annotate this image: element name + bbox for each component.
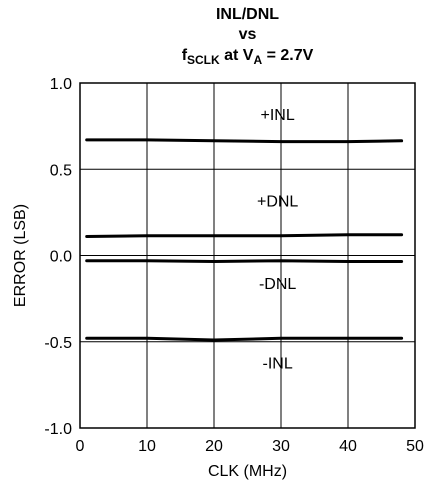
y-tick-label: 0.5: [50, 162, 72, 179]
series-line: [85, 233, 404, 238]
x-tick-label: 40: [339, 438, 357, 455]
x-tick-label: 0: [76, 438, 85, 455]
y-axis-label: ERROR (LSB): [12, 204, 29, 307]
series-annotation: +DNL: [257, 193, 298, 210]
series-annotation: -DNL: [259, 276, 296, 293]
series-annotation: -INL: [263, 355, 293, 372]
x-tick-label: 20: [205, 438, 223, 455]
x-tick-label: 50: [406, 438, 424, 455]
series-annotation: +INL: [261, 107, 295, 124]
x-tick-label: 10: [138, 438, 156, 455]
title-end: = 2.7V: [262, 47, 314, 64]
title-mid: at V: [219, 47, 254, 64]
chart-title-line3: fSCLK at VA = 2.7V: [80, 47, 415, 67]
chart-title-line1: INL/DNL: [215, 6, 280, 23]
x-axis-label: CLK (MHz): [208, 463, 287, 480]
plot-frame: [79, 82, 416, 429]
series-line: [85, 259, 404, 263]
y-tick-label: 0.0: [50, 249, 72, 266]
y-tick-label: 1.0: [50, 76, 72, 93]
y-tick-label: -0.5: [44, 335, 72, 352]
x-tick-label: 30: [272, 438, 290, 455]
y-tick-label: -1.0: [44, 421, 72, 438]
title-f: f: [181, 47, 188, 64]
chart-title-line2: vs: [238, 26, 257, 43]
title-f-subscript: SCLK: [187, 53, 220, 67]
series-line: [85, 138, 404, 144]
series-line: [85, 336, 404, 342]
title-v-subscript: A: [253, 53, 263, 67]
